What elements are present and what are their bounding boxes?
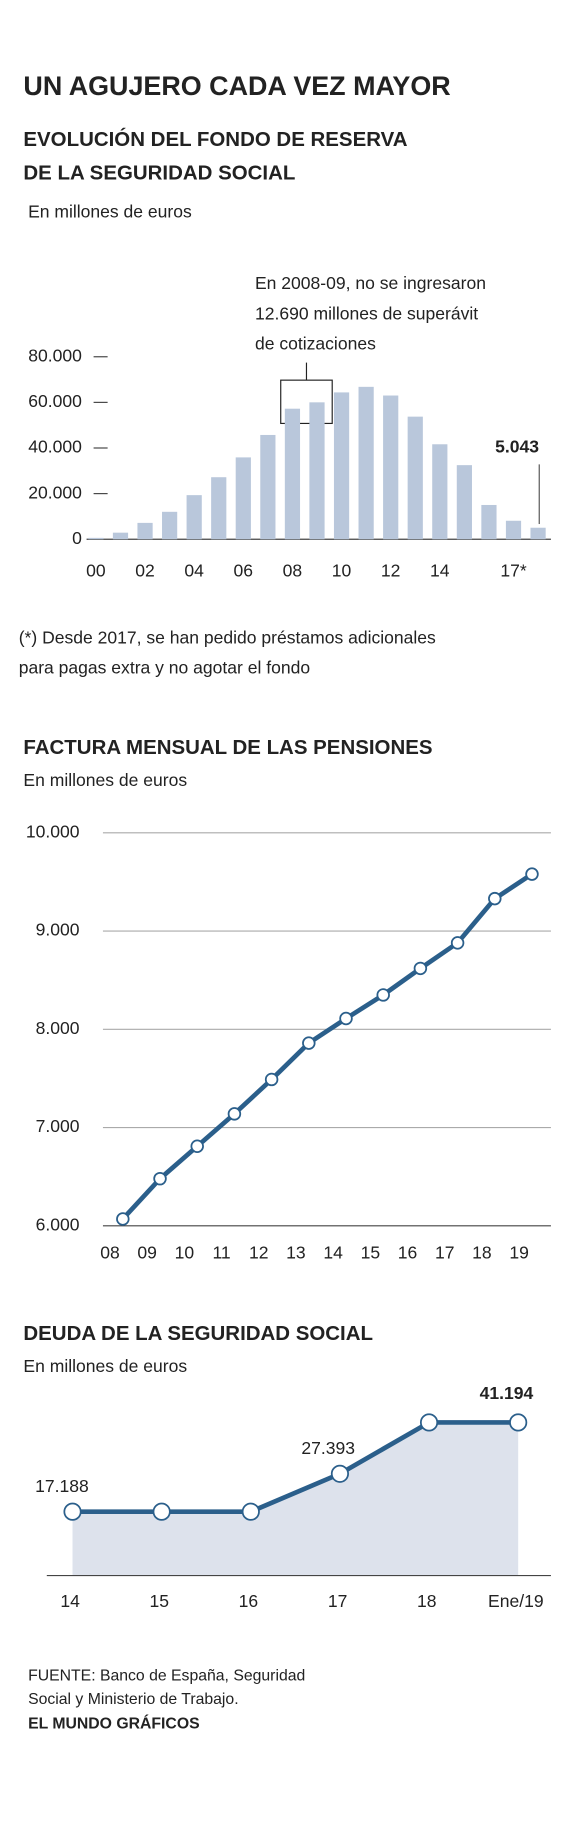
line (121, 872, 534, 1221)
x-tick-label: 12 (249, 1243, 269, 1263)
bar (137, 522, 153, 540)
x-tick-label: 17 (328, 1591, 348, 1611)
x-tick-label: 14 (323, 1243, 343, 1263)
marker (241, 1502, 260, 1521)
x-tick-label: 17* (500, 561, 527, 581)
bar (284, 408, 301, 540)
chart-title: EVOLUCIÓN DEL FONDO DE RESERVA (23, 127, 407, 151)
footnote: para pagas extra y no agotar el fondo (19, 658, 311, 678)
x-tick-label: 02 (135, 561, 155, 581)
x-tick-label: 11 (212, 1243, 230, 1263)
area (72, 1422, 519, 1576)
x-tick-label: 17 (435, 1243, 455, 1263)
x-tick-label: 15 (150, 1591, 170, 1611)
x-tick-label: 08 (100, 1243, 120, 1263)
y-tick-label: 10.000 (26, 821, 80, 841)
y-tick-label: 40.000 (28, 437, 82, 457)
marker (116, 1212, 130, 1226)
bar (383, 395, 399, 540)
x-tick-label: 06 (234, 561, 254, 581)
x-tick-label: 16 (398, 1243, 418, 1263)
marker (488, 891, 502, 906)
marker (413, 961, 428, 976)
x-tick-label: 09 (137, 1243, 157, 1263)
bar (260, 434, 276, 540)
marker (227, 1107, 242, 1121)
chart-subtitle: En millones de euros (28, 202, 192, 222)
y-tick-label: 20.000 (28, 482, 82, 502)
bar (358, 386, 374, 540)
marker (339, 1011, 353, 1026)
y-tick-label: 60.000 (28, 391, 82, 411)
bar (456, 465, 472, 540)
chart-title: DE LA SEGURIDAD SOCIAL (23, 162, 295, 185)
bar (481, 504, 497, 540)
marker (302, 1036, 316, 1050)
marker (152, 1502, 171, 1521)
line (72, 1420, 519, 1515)
bar (432, 444, 448, 540)
chart-title: DEUDA DE LA SEGURIDAD SOCIAL (23, 1322, 373, 1345)
bar (211, 477, 227, 540)
chart-title: FACTURA MENSUAL DE LAS PENSIONES (23, 736, 432, 759)
chart-subtitle: En millones de euros (23, 770, 187, 790)
annotation: En 2008-09, no se ingresaron (255, 273, 486, 293)
y-tick-label: 0 (72, 528, 82, 548)
y-tick-label: 8.000 (36, 1018, 80, 1038)
bar (505, 520, 522, 540)
marker (419, 1413, 439, 1432)
x-tick-label: 13 (286, 1243, 306, 1263)
annotation: 12.690 millones de superávit (255, 303, 478, 323)
value-label: 17.188 (35, 1476, 89, 1496)
y-tick-label: 9.000 (36, 920, 80, 940)
marker (330, 1464, 349, 1483)
x-tick-label: 12 (381, 561, 401, 581)
marker (63, 1502, 82, 1521)
bar (88, 537, 104, 540)
bar (112, 532, 129, 540)
value-label: 27.393 (301, 1438, 355, 1458)
value-label: 5.043 (495, 437, 539, 457)
x-tick-label: 14 (60, 1591, 80, 1611)
x-tick-label: 08 (283, 561, 303, 581)
source: Social y Ministerio de Trabajo. (28, 1691, 239, 1708)
bar (309, 402, 325, 540)
bar (333, 392, 350, 540)
footnote: (*) Desde 2017, se han pedido préstamos … (19, 627, 436, 647)
x-tick-label: Ene/19 (488, 1591, 544, 1611)
y-tick-label: 7.000 (36, 1116, 80, 1136)
page-title: UN AGUJERO CADA VEZ MAYOR (23, 71, 450, 101)
x-tick-label: 14 (430, 561, 450, 581)
value-label: 41.194 (480, 1383, 534, 1403)
marker (190, 1139, 204, 1153)
marker (153, 1171, 167, 1186)
x-tick-label: 10 (332, 561, 352, 581)
y-tick-label: 80.000 (28, 345, 82, 365)
x-tick-label: 04 (184, 561, 204, 581)
x-tick-label: 10 (175, 1243, 195, 1263)
x-tick-label: 18 (472, 1243, 492, 1263)
bar (235, 457, 251, 540)
x-tick-label: 15 (361, 1243, 381, 1263)
x-tick-label: 19 (509, 1243, 529, 1263)
marker (509, 1413, 528, 1432)
marker (264, 1072, 279, 1087)
bar (186, 495, 202, 540)
marker (450, 936, 465, 950)
bar (407, 416, 423, 540)
x-tick-label: 16 (239, 1591, 259, 1611)
marker (376, 988, 390, 1002)
bar (162, 511, 178, 540)
annotation: de cotizaciones (255, 334, 376, 354)
chart-subtitle: En millones de euros (23, 1356, 187, 1376)
x-tick-label: 18 (417, 1591, 437, 1611)
x-tick-label: 00 (86, 561, 106, 581)
marker (525, 867, 539, 881)
credit: EL MUNDO GRÁFICOS (28, 1713, 200, 1732)
y-tick-label: 6.000 (36, 1214, 80, 1234)
bar (530, 527, 546, 540)
source: FUENTE: Banco de España, Seguridad (28, 1667, 305, 1684)
